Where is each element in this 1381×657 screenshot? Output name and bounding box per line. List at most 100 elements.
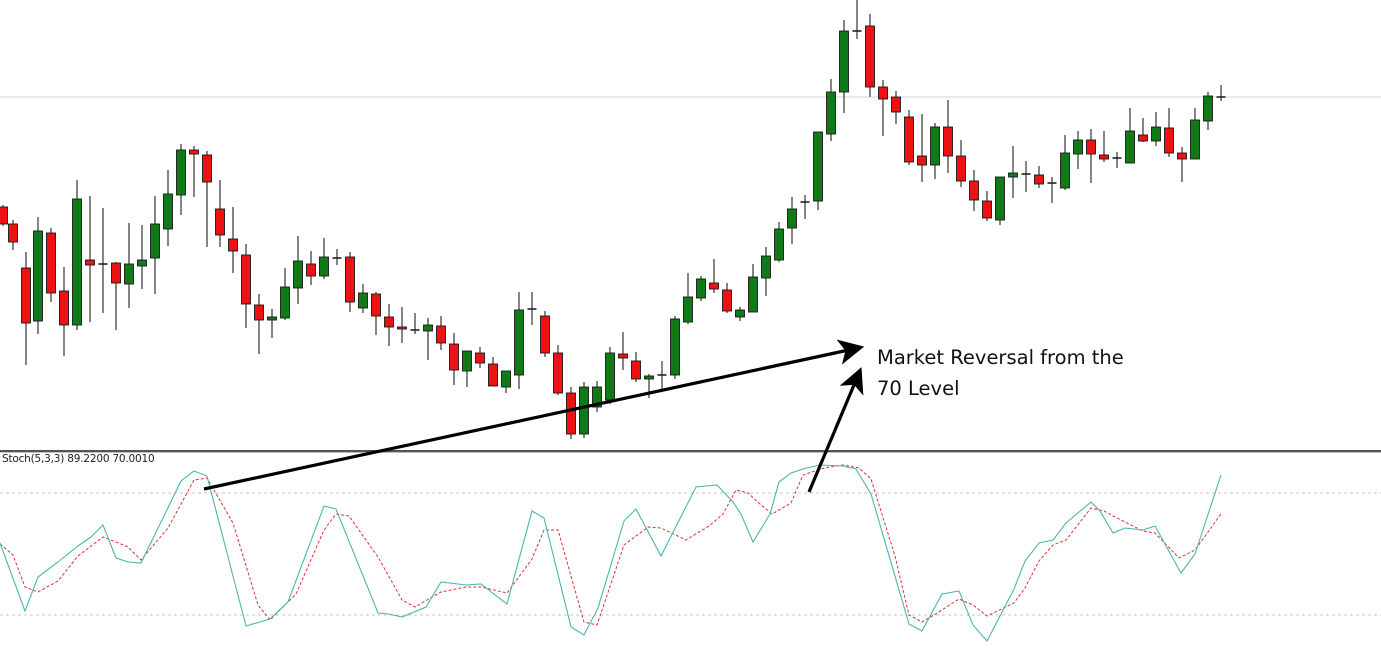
candle	[865, 14, 875, 97]
candle	[267, 309, 277, 338]
candle	[1021, 161, 1031, 192]
candle	[228, 207, 238, 273]
candle	[111, 262, 121, 330]
candle	[345, 252, 355, 312]
panel-separator[interactable]	[0, 450, 1381, 452]
candle	[826, 79, 836, 141]
reversal-arrow-icon	[807, 367, 864, 493]
candle	[137, 225, 147, 289]
candle	[488, 357, 498, 387]
candle	[1060, 135, 1070, 190]
candle	[566, 387, 576, 439]
candle	[423, 318, 433, 360]
candle	[163, 170, 173, 246]
candle	[8, 220, 18, 250]
candle	[98, 208, 108, 313]
candle	[384, 304, 394, 346]
candle	[85, 196, 95, 322]
price-panel	[0, 0, 1381, 439]
annotation-arrows	[203, 339, 865, 493]
candle	[501, 370, 511, 393]
candle	[722, 283, 732, 313]
trend-arrow-icon	[203, 339, 865, 491]
candle	[1099, 131, 1109, 162]
candle	[332, 249, 342, 265]
candle	[995, 176, 1005, 225]
candle	[1125, 108, 1135, 164]
candle	[1047, 177, 1057, 203]
annotation-line-2: 70 Level	[877, 377, 960, 400]
candle	[1216, 85, 1226, 101]
candle	[202, 151, 212, 247]
candle	[306, 251, 316, 285]
candle	[436, 316, 446, 350]
candle	[46, 228, 56, 302]
candle	[709, 259, 719, 293]
candle	[943, 100, 953, 173]
candle	[878, 80, 888, 136]
stochastic-panel	[0, 464, 1381, 642]
candle	[852, 0, 862, 39]
candle	[969, 170, 979, 211]
candle	[813, 131, 823, 210]
stochastic-indicator-label: Stoch(5,3,3) 89.2200 70.0010	[2, 453, 155, 465]
candle	[657, 361, 667, 389]
annotation-text: Market Reversal from the 70 Level	[877, 342, 1177, 404]
candle	[280, 268, 290, 320]
candle	[33, 217, 43, 334]
stochastic-level-lines	[0, 492, 1381, 616]
candle	[761, 247, 771, 296]
candle	[150, 196, 160, 294]
candle	[1203, 92, 1213, 130]
candle	[774, 222, 784, 262]
candle	[59, 267, 69, 356]
candle	[397, 307, 407, 343]
candle	[189, 146, 199, 197]
candle	[293, 236, 303, 304]
candle	[1151, 112, 1161, 146]
candle	[579, 382, 589, 438]
candle	[982, 191, 992, 221]
candle	[540, 311, 550, 357]
candle	[1034, 166, 1044, 188]
candle	[21, 252, 31, 365]
candle	[1086, 129, 1096, 183]
candle	[319, 238, 329, 279]
candle	[176, 144, 186, 215]
candlestick-series	[0, 0, 1226, 439]
candle	[839, 20, 849, 113]
candle	[514, 292, 524, 389]
candle	[683, 273, 693, 324]
candle	[618, 332, 628, 370]
candle	[735, 307, 745, 321]
candle	[1177, 147, 1187, 182]
candle	[670, 316, 680, 379]
candle	[241, 244, 251, 328]
candle	[527, 292, 537, 325]
candle	[215, 180, 225, 247]
candle	[748, 264, 758, 313]
candle	[254, 294, 264, 354]
candle	[72, 180, 82, 330]
candle	[592, 381, 602, 412]
candle	[410, 313, 420, 334]
candle	[371, 292, 381, 335]
candle	[631, 352, 641, 382]
candle	[462, 350, 472, 387]
candle	[696, 276, 706, 301]
candle	[787, 197, 797, 244]
stochastic-main-line	[0, 464, 1222, 642]
candle	[1073, 131, 1083, 169]
candle	[904, 110, 914, 165]
candle	[800, 195, 810, 219]
stochastic-signal-line	[0, 464, 1222, 626]
candle	[475, 347, 485, 368]
candle	[956, 140, 966, 187]
candle	[124, 223, 134, 308]
candle	[1190, 108, 1200, 160]
candle	[917, 114, 927, 182]
candle	[1008, 146, 1018, 198]
annotation-line-1: Market Reversal from the	[877, 346, 1124, 369]
candle	[1164, 108, 1174, 157]
